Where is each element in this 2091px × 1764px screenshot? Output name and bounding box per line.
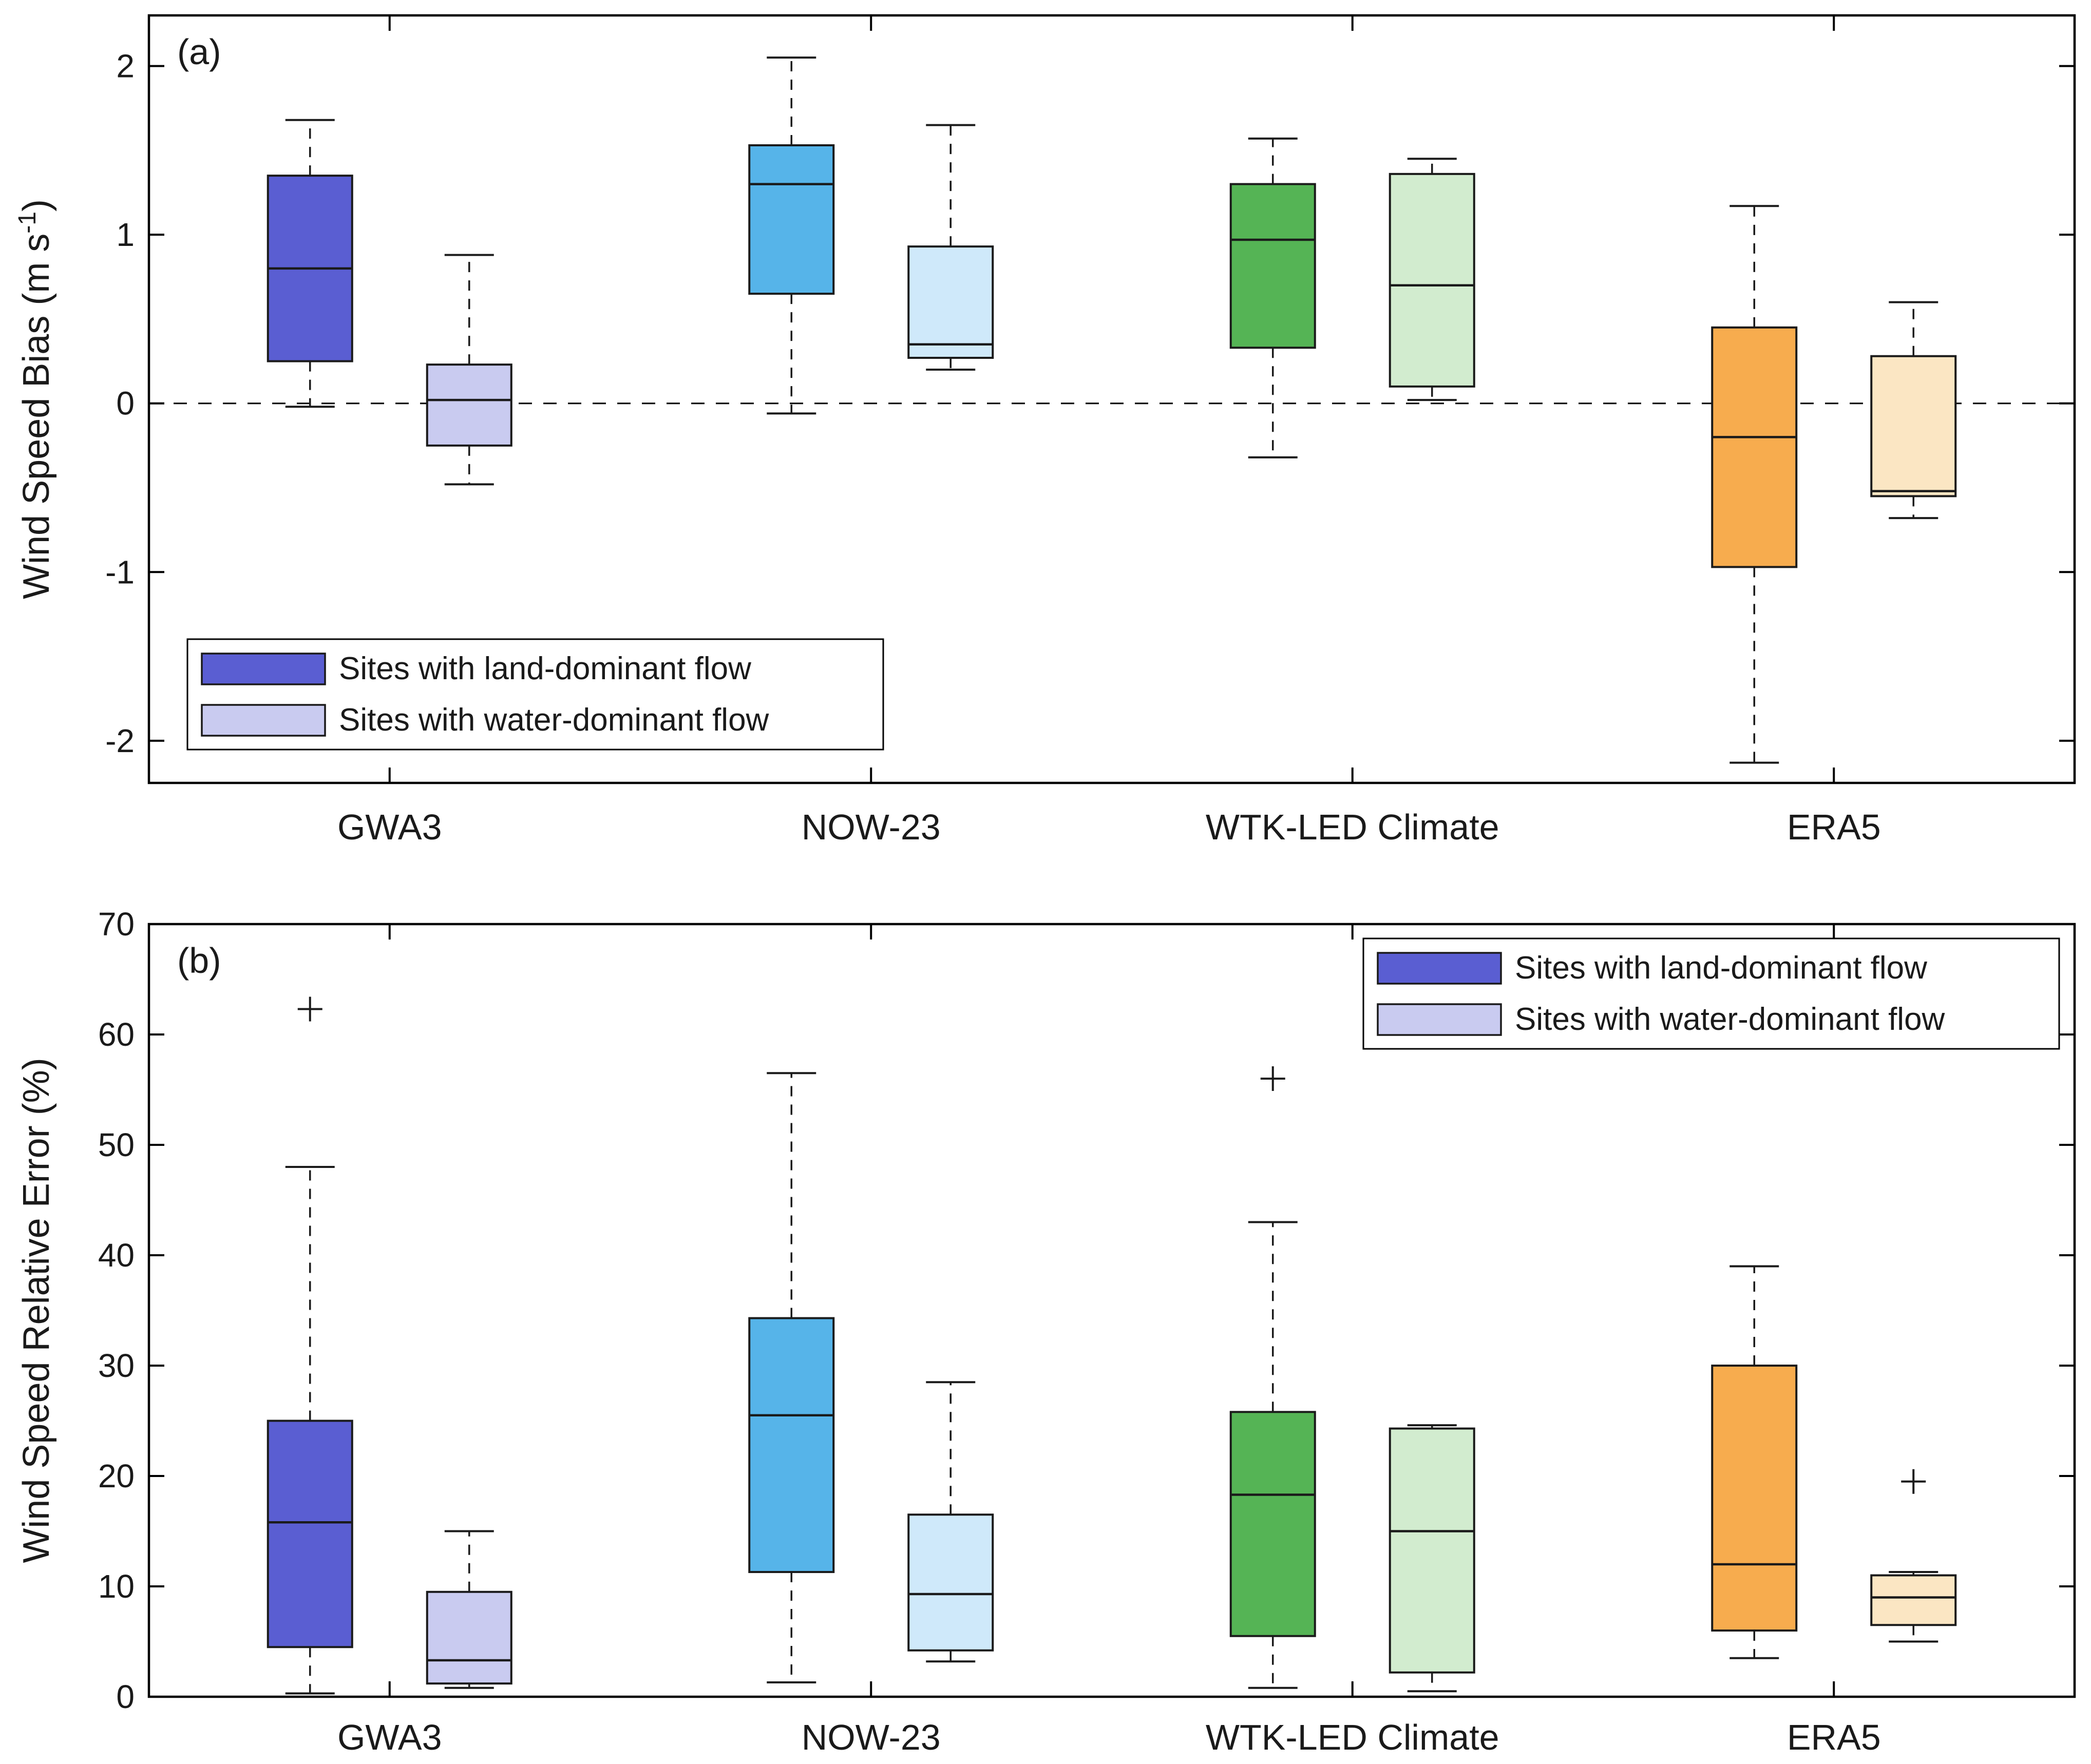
y-tick-label: 1 <box>116 216 135 253</box>
y-axis-label: Wind Speed Relative Error (%) <box>16 1058 57 1563</box>
x-category-label: ERA5 <box>1787 1717 1881 1757</box>
box <box>426 363 512 447</box>
axes-frame <box>147 14 2076 784</box>
x-category-label: NOW-23 <box>802 1717 941 1757</box>
y-tick-label: 40 <box>98 1237 135 1274</box>
boxplot-GWA3-land <box>267 119 353 408</box>
boxplot-GWA3-water <box>426 254 512 486</box>
y-tick-label: 50 <box>98 1126 135 1163</box>
panel-letter: (a) <box>177 32 221 72</box>
y-tick-label: 2 <box>116 48 135 85</box>
legend-entry-label: Sites with land-dominant flow <box>1515 950 1927 986</box>
x-category-label: NOW-23 <box>802 807 941 847</box>
boxplot-NOW-23-land <box>748 56 835 415</box>
boxplot-WTK-LED Climate-land <box>1229 137 1316 458</box>
boxplot-WTK-LED Climate-water <box>1389 158 1475 401</box>
x-category-label: GWA3 <box>337 1717 442 1757</box>
x-category-label: ERA5 <box>1787 807 1881 847</box>
box <box>267 1420 353 1648</box>
legend-swatch <box>1377 952 1502 985</box>
boxplot-ERA5-land <box>1711 1265 1798 1659</box>
y-tick-label: 10 <box>98 1568 135 1605</box>
legend-swatch <box>201 704 326 737</box>
panel-letter: (b) <box>177 941 221 981</box>
y-tick-label: 20 <box>98 1458 135 1494</box>
boxplot-ERA5-water <box>1870 1469 1957 1643</box>
x-category-label: WTK-LED Climate <box>1206 1717 1499 1757</box>
box <box>1389 1427 1475 1674</box>
y-tick-label: 30 <box>98 1347 135 1384</box>
y-tick-label: 70 <box>98 906 135 943</box>
boxplot-NOW-23-water <box>907 1381 994 1663</box>
axes-frame <box>147 923 2076 1698</box>
box <box>748 1317 835 1574</box>
boxplot-ERA5-land <box>1711 205 1798 764</box>
panel-a-wind-speed-bias: -2 -1 0 1 2 GWA3 NOW-23 WTK-LED Climate ERA5 Wind… <box>14 14 2076 847</box>
boxplot-GWA3-water <box>426 1530 512 1689</box>
legend: Sites with land-dominant flow Sites with … <box>1362 937 2060 1050</box>
x-category-label: GWA3 <box>337 807 442 847</box>
legend-swatch <box>1377 1003 1502 1036</box>
y-tick-label: 0 <box>116 1678 135 1715</box>
panel-b-wind-speed-relative-error: 0 10 20 30 40 50 60 70 GWA3 NOW-23 WTK-LED Climate… <box>16 906 2076 1757</box>
legend-swatch <box>201 653 326 685</box>
legend: Sites with land-dominant flow Sites with … <box>186 638 884 751</box>
box <box>426 1590 512 1685</box>
box <box>1229 1411 1316 1637</box>
y-tick-label: -1 <box>105 553 135 590</box>
boxplot-ERA5-water <box>1870 301 1957 520</box>
box <box>748 144 835 295</box>
legend-entry-label: Sites with water-dominant flow <box>1515 1002 1945 1037</box>
boxplot-NOW-23-water <box>907 124 994 371</box>
x-category-label: WTK-LED Climate <box>1206 807 1499 847</box>
boxplot-WTK-LED Climate-water <box>1389 1424 1475 1693</box>
legend-entry-label: Sites with water-dominant flow <box>339 702 769 738</box>
box <box>1870 355 1957 497</box>
y-tick-label: 60 <box>98 1016 135 1053</box>
box <box>907 245 994 359</box>
box <box>1870 1574 1957 1626</box>
box <box>1711 326 1798 568</box>
boxplot-NOW-23-land <box>748 1072 835 1684</box>
box <box>1229 183 1316 349</box>
box <box>907 1513 994 1652</box>
y-tick-label: 0 <box>116 385 135 422</box>
box <box>1389 172 1475 388</box>
y-axis-label: Wind Speed Bias (m s-1) <box>14 199 57 599</box>
legend-entry-label: Sites with land-dominant flow <box>339 651 751 686</box>
box <box>1711 1365 1798 1632</box>
boxplot-GWA3-land <box>267 996 353 1695</box>
boxplot-WTK-LED Climate-land <box>1229 1066 1316 1689</box>
y-tick-label: -2 <box>105 722 135 759</box>
